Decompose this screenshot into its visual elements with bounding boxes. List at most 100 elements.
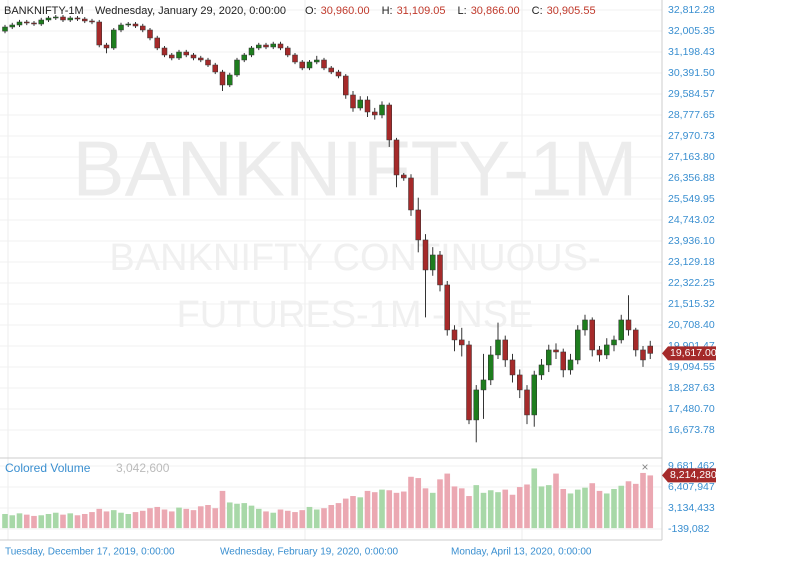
volume-bar xyxy=(9,515,16,529)
volume-bar xyxy=(139,510,146,529)
header: BANKNIFTY-1M Wednesday, January 29, 2020… xyxy=(4,5,596,17)
candle-body xyxy=(111,29,117,49)
volume-bar xyxy=(161,509,168,529)
candle-body xyxy=(386,104,392,141)
volume-bar xyxy=(132,512,139,529)
candle-body xyxy=(96,21,102,46)
candle-body xyxy=(306,61,313,69)
header-key: O: xyxy=(305,5,317,17)
volume-bar xyxy=(538,486,545,529)
volume-bar xyxy=(458,488,465,529)
volume-bar xyxy=(248,505,255,529)
volume-tag-label: 8,214,280 xyxy=(670,469,717,481)
candle-body xyxy=(103,44,110,49)
candle-body xyxy=(118,24,124,31)
volume-bar xyxy=(560,488,567,529)
volume-bar xyxy=(444,473,451,529)
y-tick-label: 26,356.88 xyxy=(668,172,715,184)
volume-bar xyxy=(371,492,378,529)
candle-body xyxy=(567,359,574,371)
candle-body xyxy=(227,74,233,86)
volume-bar xyxy=(574,489,581,529)
candle-body xyxy=(459,339,465,346)
candle-body xyxy=(270,43,276,48)
candle-body xyxy=(357,99,363,109)
volume-bar xyxy=(16,513,23,529)
y-tick-label: 21,515.32 xyxy=(668,298,715,310)
volume-bar xyxy=(386,490,393,529)
volume-bar xyxy=(400,491,407,529)
y-tick-label: 29,584.57 xyxy=(668,88,715,100)
candle-body xyxy=(292,54,298,63)
volume-bar xyxy=(408,476,414,529)
volume-bar xyxy=(495,492,501,529)
candle-body xyxy=(444,284,450,331)
volume-bar xyxy=(415,478,422,529)
candle-body xyxy=(67,17,73,21)
price-tag-label: 19,617.00 xyxy=(670,347,717,359)
header-value: 30,866.00 xyxy=(471,5,520,17)
volume-bar xyxy=(487,490,494,529)
candle-body xyxy=(198,57,204,61)
volume-bar xyxy=(313,509,320,529)
header-key: L: xyxy=(458,5,467,17)
volume-bar xyxy=(2,513,8,529)
y-tick-label: 30,391.50 xyxy=(668,67,715,79)
candle-body xyxy=(205,59,211,66)
candle-body xyxy=(328,67,334,73)
volume-bar xyxy=(321,508,327,529)
price-tag xyxy=(662,346,716,361)
header-key: C: xyxy=(532,5,543,17)
candle-body xyxy=(401,174,407,179)
volume-bar xyxy=(89,512,95,529)
candle-body xyxy=(604,344,610,356)
volume-bar xyxy=(60,514,66,529)
candle-body xyxy=(132,23,139,27)
candle-body xyxy=(183,51,189,56)
volume-bar xyxy=(451,486,458,529)
volume-bar xyxy=(429,492,436,529)
candle-body xyxy=(53,16,59,19)
volume-bar xyxy=(176,507,182,529)
candle-body xyxy=(451,329,458,341)
candle-body xyxy=(625,319,632,331)
header-value: 30,905.55 xyxy=(547,5,596,17)
candle-body xyxy=(74,17,81,20)
candle-body xyxy=(408,177,414,211)
x-tick-label: Wednesday, February 19, 2020, 0:00:00 xyxy=(220,547,399,558)
volume-bar xyxy=(234,503,240,529)
candle-body xyxy=(125,23,131,26)
y-tick-label: 18,287.63 xyxy=(668,382,715,394)
candle-body xyxy=(256,44,262,49)
candle-body xyxy=(248,47,255,56)
volume-bar xyxy=(632,483,639,529)
volume-bar xyxy=(292,512,298,529)
volume-bar xyxy=(618,485,625,529)
candle-body xyxy=(154,37,160,49)
volume-title[interactable]: Colored Volume xyxy=(5,461,91,475)
volume-bar xyxy=(342,498,349,529)
candle-body xyxy=(277,43,284,49)
close-pane[interactable]: × xyxy=(641,460,648,474)
grid xyxy=(0,9,662,530)
candle-body xyxy=(495,339,501,356)
candle-body xyxy=(466,344,472,421)
volume-bar xyxy=(524,484,530,529)
volume-bar xyxy=(96,508,103,529)
candle-body xyxy=(335,71,342,77)
header-value: 31,109.05 xyxy=(397,5,446,17)
candle-body xyxy=(560,351,566,371)
volume-bar xyxy=(270,512,277,529)
y-tick-label: 32,005.35 xyxy=(668,25,715,37)
y2-tick-label: 3,134,433 xyxy=(668,502,715,514)
volume-bar xyxy=(567,493,574,529)
volume-bar xyxy=(81,513,88,529)
y-tick-label: 20,708.40 xyxy=(668,319,715,331)
volume-bar xyxy=(531,468,538,529)
candle-body xyxy=(473,389,479,421)
candle-body xyxy=(299,61,305,69)
volume-bar xyxy=(502,489,509,529)
candle-body xyxy=(596,349,603,356)
candle-body xyxy=(379,104,385,116)
